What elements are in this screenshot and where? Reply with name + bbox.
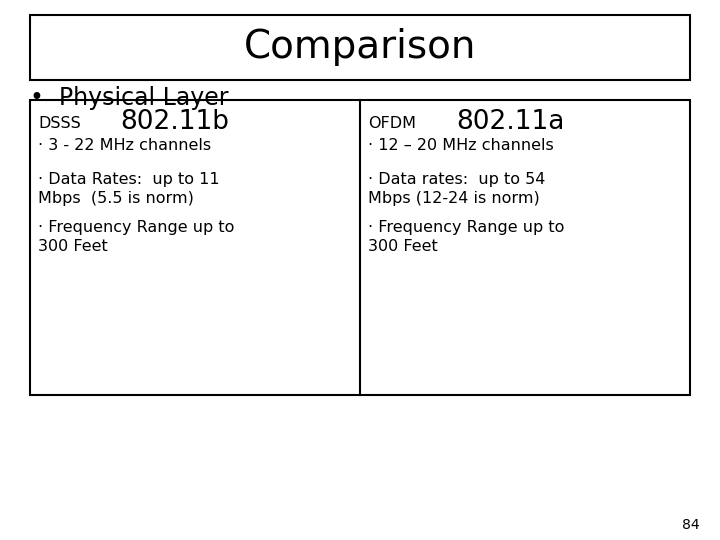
Text: · Data rates:  up to 54
Mbps (12-24 is norm): · Data rates: up to 54 Mbps (12-24 is no… bbox=[368, 172, 545, 206]
Bar bbox=[30, 15, 690, 80]
Text: OFDM: OFDM bbox=[368, 116, 416, 131]
Text: Comparison: Comparison bbox=[244, 29, 476, 66]
Text: •  Physical Layer: • Physical Layer bbox=[30, 86, 228, 110]
Text: · 3 - 22 MHz channels: · 3 - 22 MHz channels bbox=[38, 138, 211, 153]
Text: DSSS: DSSS bbox=[38, 116, 81, 131]
Text: 84: 84 bbox=[683, 518, 700, 532]
Text: · Data Rates:  up to 11
Mbps  (5.5 is norm): · Data Rates: up to 11 Mbps (5.5 is norm… bbox=[38, 172, 220, 206]
Text: · 12 – 20 MHz channels: · 12 – 20 MHz channels bbox=[368, 138, 554, 153]
Text: · Frequency Range up to
300 Feet: · Frequency Range up to 300 Feet bbox=[38, 220, 235, 254]
Text: · Frequency Range up to
300 Feet: · Frequency Range up to 300 Feet bbox=[368, 220, 564, 254]
Text: 802.11a: 802.11a bbox=[456, 109, 564, 135]
Text: 802.11b: 802.11b bbox=[120, 109, 230, 135]
Bar bbox=[30, 100, 690, 395]
